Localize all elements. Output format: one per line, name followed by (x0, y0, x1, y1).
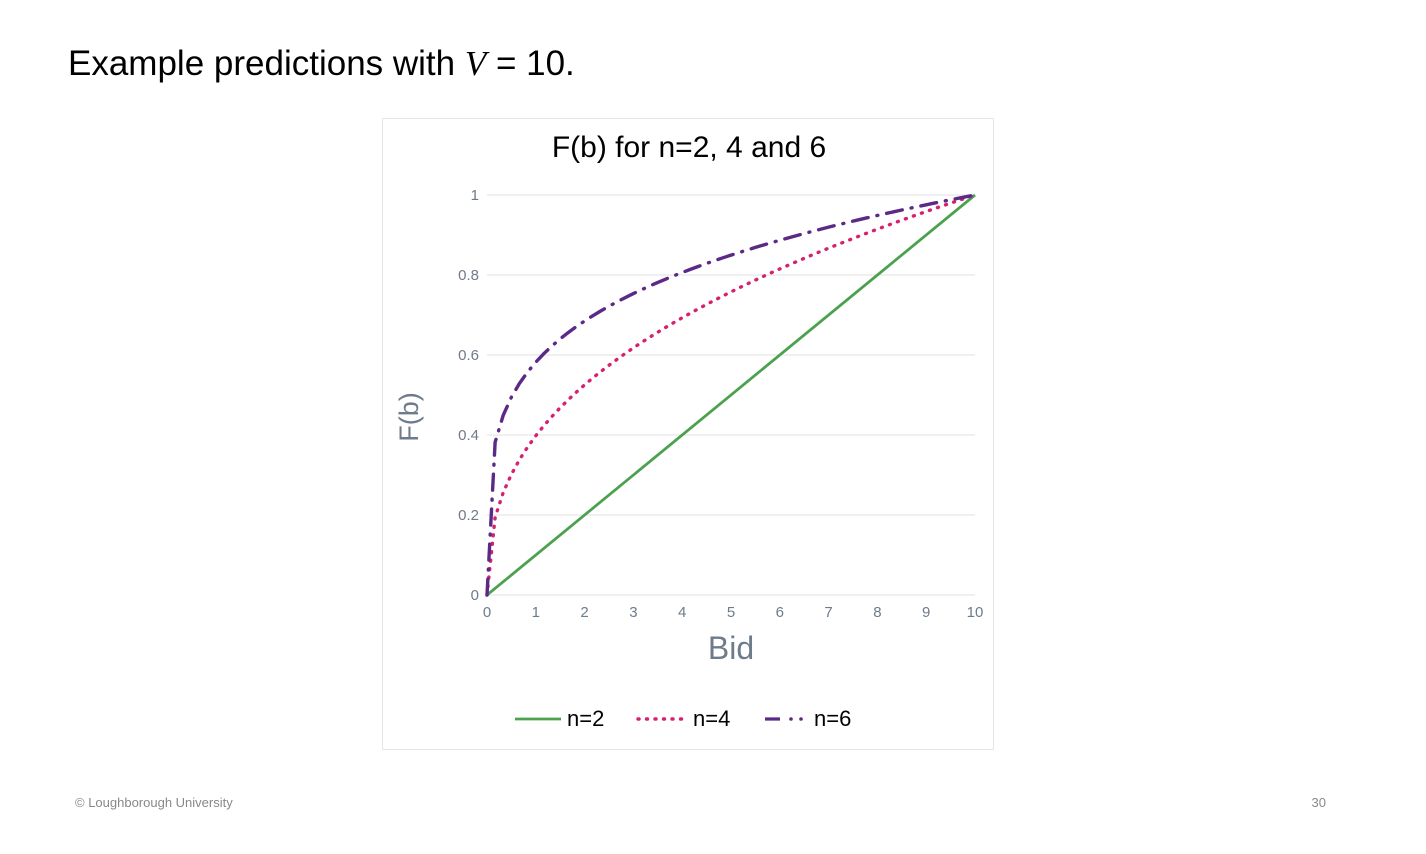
svg-text:7: 7 (824, 604, 832, 621)
svg-text:0: 0 (483, 604, 491, 621)
svg-text:9: 9 (922, 604, 930, 621)
svg-text:3: 3 (629, 604, 637, 621)
svg-text:5: 5 (727, 604, 735, 621)
svg-text:F(b): F(b) (394, 392, 424, 442)
svg-text:0.2: 0.2 (458, 507, 479, 524)
svg-text:1: 1 (532, 604, 540, 621)
svg-text:4: 4 (678, 604, 686, 621)
svg-text:8: 8 (873, 604, 881, 621)
svg-text:0.8: 0.8 (458, 267, 479, 284)
svg-text:1: 1 (471, 187, 479, 204)
svg-text:0.6: 0.6 (458, 347, 479, 364)
svg-text:2: 2 (580, 604, 588, 621)
svg-text:Bid: Bid (708, 630, 754, 666)
svg-text:n=2: n=2 (567, 706, 604, 731)
svg-text:n=4: n=4 (693, 706, 730, 731)
svg-text:n=6: n=6 (814, 706, 851, 731)
svg-text:0.4: 0.4 (458, 427, 479, 444)
svg-text:10: 10 (967, 604, 984, 621)
svg-text:0: 0 (471, 587, 479, 604)
svg-text:6: 6 (776, 604, 784, 621)
